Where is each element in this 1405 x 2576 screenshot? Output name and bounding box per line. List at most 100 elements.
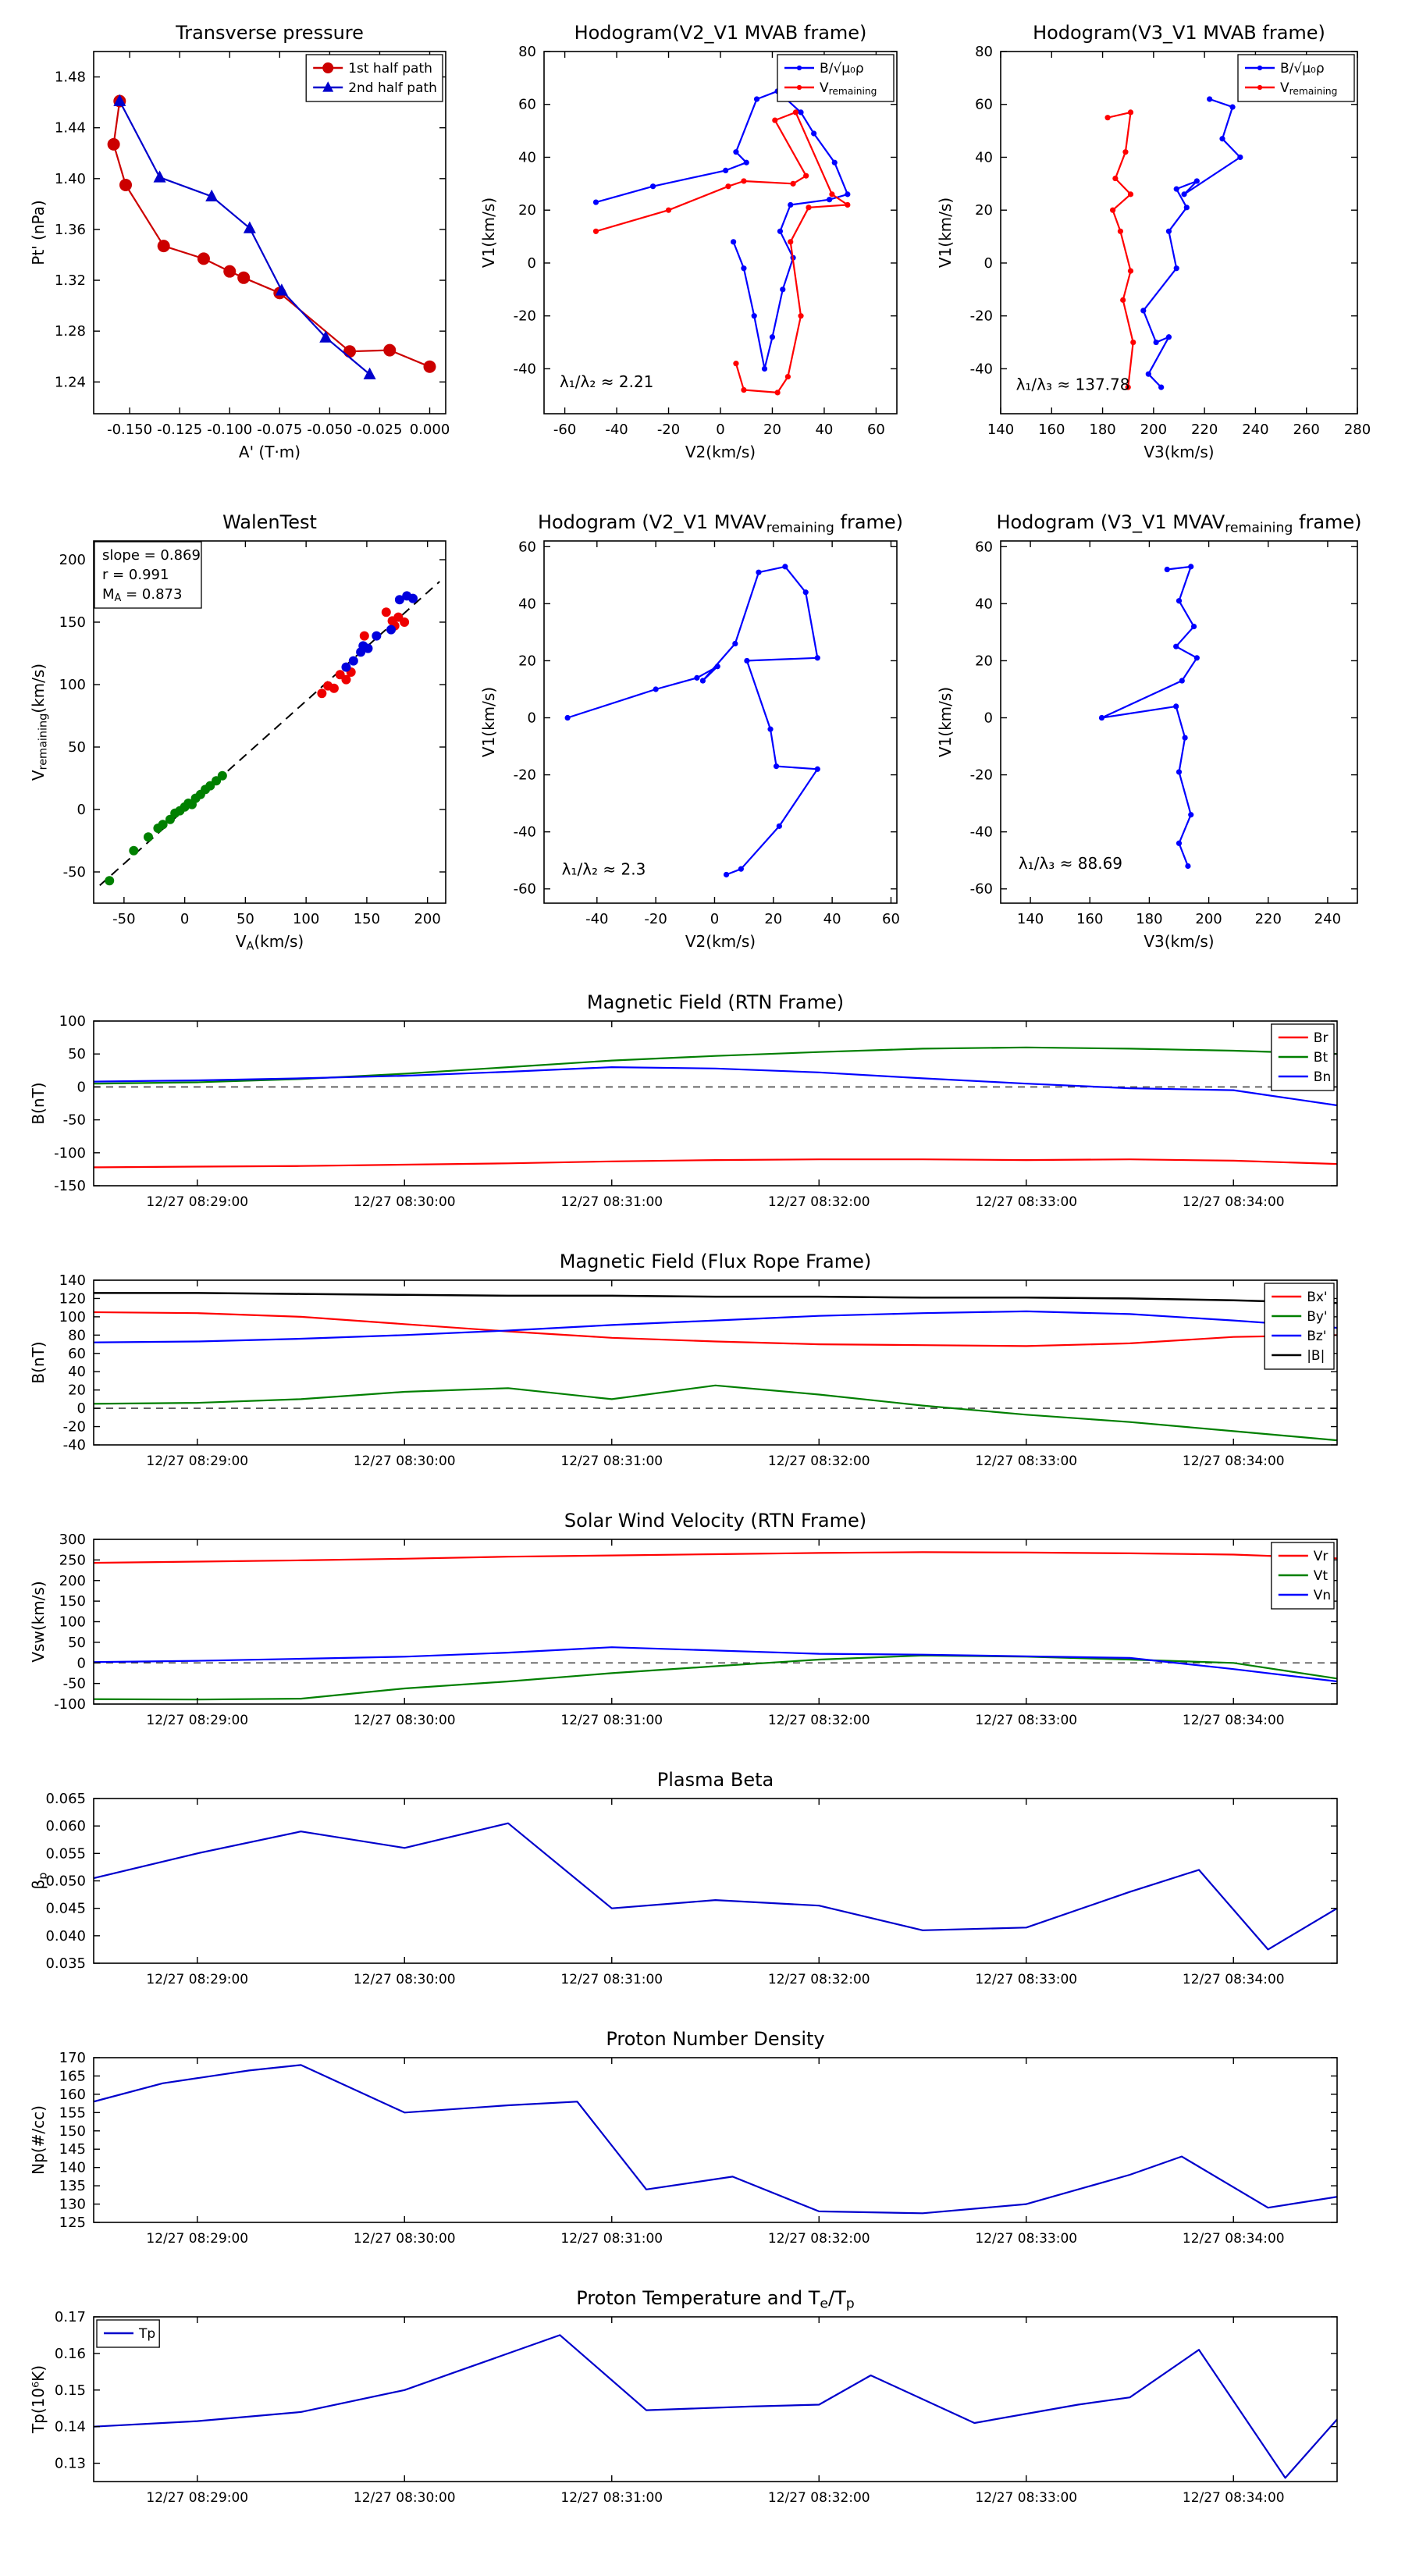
svg-text:-150: -150 <box>54 1178 86 1194</box>
svg-text:260: 260 <box>1293 422 1320 438</box>
svg-text:Hodogram (V2_V1 MVAVremaining: Hodogram (V2_V1 MVAVremaining frame) <box>538 511 903 535</box>
svg-text:20: 20 <box>518 202 536 219</box>
svg-text:12/27 08:34:00: 12/27 08:34:00 <box>1183 2231 1285 2247</box>
svg-text:V1(km/s): V1(km/s) <box>936 197 955 268</box>
transverse-pressure-svg: -0.150 -0.125 -0.100 -0.075 -0.050 -0.025 0.00… <box>29 22 450 461</box>
svg-text:12/27 08:30:00: 12/27 08:30:00 <box>354 2490 456 2506</box>
hodogram-v3v1-mvav-svg: 140 160 180 200 220 240 -60 -40 -20 0 20 40 60Hodogr… <box>936 511 1362 951</box>
svg-text:-20: -20 <box>63 1419 86 1436</box>
svg-text:Bt: Bt <box>1314 1050 1329 1066</box>
svg-text:1st half path: 1st half path <box>348 61 432 76</box>
svg-text:50: 50 <box>237 911 254 927</box>
svg-text:2nd half path: 2nd half path <box>348 80 437 96</box>
svg-text:12/27 08:29:00: 12/27 08:29:00 <box>146 1453 248 1469</box>
svg-text:12/27 08:29:00: 12/27 08:29:00 <box>146 2490 248 2506</box>
svg-text:200: 200 <box>414 911 440 927</box>
plasma-beta-svg: 12/27 08:29:00 12/27 08:30:00 12/27 08:31:… <box>29 1769 1338 1987</box>
svg-text:140: 140 <box>987 422 1014 438</box>
svg-text:1.36: 1.36 <box>55 222 86 238</box>
svg-text:0.13: 0.13 <box>55 2456 86 2472</box>
svg-text:40: 40 <box>823 911 841 927</box>
svg-text:12/27 08:29:00: 12/27 08:29:00 <box>146 1972 248 1987</box>
svg-text:-20: -20 <box>970 767 993 784</box>
svg-text:150: 150 <box>59 2123 86 2140</box>
svg-text:-60: -60 <box>553 422 576 438</box>
svg-text:B(nT): B(nT) <box>29 1341 48 1383</box>
svg-text:0.000: 0.000 <box>410 422 450 438</box>
svg-text:120: 120 <box>59 1290 86 1307</box>
svg-text:20: 20 <box>68 1382 86 1399</box>
svg-text:135: 135 <box>59 2178 86 2194</box>
svg-text:-20: -20 <box>970 308 993 325</box>
svg-text:By': By' <box>1307 1309 1327 1325</box>
chart-hodogram-v3v1-mvab: 140 160 180 200 220 240 260 280 -40 -20 0 20 40 60 80 H… <box>929 14 1371 475</box>
svg-text:-50: -50 <box>63 1676 86 1692</box>
svg-text:100: 100 <box>59 1309 86 1325</box>
svg-text:V3(km/s): V3(km/s) <box>1144 932 1214 951</box>
mag-fluxrope-svg: 12/27 08:29:00 12/27 08:30:00 12/27 08:31:… <box>29 1251 1338 1469</box>
svg-text:12/27 08:30:00: 12/27 08:30:00 <box>354 1972 456 1987</box>
svg-text:-0.100: -0.100 <box>207 422 252 438</box>
svg-text:50: 50 <box>68 1046 86 1062</box>
svg-text:80: 80 <box>518 44 536 60</box>
svg-text:Vsw(km/s): Vsw(km/s) <box>29 1581 48 1662</box>
svg-text:0: 0 <box>528 255 536 272</box>
svg-text:12/27 08:34:00: 12/27 08:34:00 <box>1183 1194 1285 1210</box>
svg-text:0: 0 <box>77 1400 86 1417</box>
svg-text:250: 250 <box>59 1552 86 1568</box>
chart-magnetic-field-rtn: 12/27 08:29:00 12/27 08:30:00 12/27 08:31:… <box>16 985 1393 1231</box>
svg-text:Vt: Vt <box>1314 1568 1329 1584</box>
svg-text:Bx': Bx' <box>1307 1290 1327 1305</box>
svg-text:0.14: 0.14 <box>55 2419 86 2435</box>
svg-text:12/27 08:32:00: 12/27 08:32:00 <box>768 1972 870 1987</box>
svg-text:Hodogram (V3_V1 MVAVremaining: Hodogram (V3_V1 MVAVremaining frame) <box>996 511 1361 535</box>
svg-text:-0.075: -0.075 <box>257 422 302 438</box>
svg-text:12/27 08:30:00: 12/27 08:30:00 <box>354 2231 456 2247</box>
svg-text:40: 40 <box>975 149 993 165</box>
svg-text:-0.025: -0.025 <box>357 422 402 438</box>
svg-text:Vn: Vn <box>1314 1588 1331 1603</box>
svg-text:160: 160 <box>59 2087 86 2103</box>
svg-text:12/27 08:31:00: 12/27 08:31:00 <box>560 1972 663 1987</box>
svg-text:60: 60 <box>867 422 885 438</box>
svg-text:Bn: Bn <box>1314 1069 1331 1085</box>
svg-text:0: 0 <box>77 802 86 818</box>
svg-text:155: 155 <box>59 2105 86 2121</box>
svg-text:40: 40 <box>815 422 833 438</box>
svg-text:slope = 0.869: slope = 0.869 <box>102 547 201 564</box>
svg-text:200: 200 <box>59 552 86 568</box>
svg-text:240: 240 <box>1314 911 1341 927</box>
svg-text:12/27 08:29:00: 12/27 08:29:00 <box>146 1713 248 1728</box>
chart-magnetic-field-fluxrope: 12/27 08:29:00 12/27 08:30:00 12/27 08:31:… <box>16 1244 1393 1490</box>
svg-text:-40: -40 <box>585 911 608 927</box>
svg-text:-0.150: -0.150 <box>107 422 152 438</box>
svg-text:12/27 08:34:00: 12/27 08:34:00 <box>1183 1713 1285 1728</box>
svg-text:140: 140 <box>59 2160 86 2176</box>
proton-density-svg: 12/27 08:29:00 12/27 08:30:00 12/27 08:31:… <box>29 2028 1338 2247</box>
svg-text:12/27 08:34:00: 12/27 08:34:00 <box>1183 2490 1285 2506</box>
svg-text:12/27 08:33:00: 12/27 08:33:00 <box>975 1972 1077 1987</box>
svg-text:Plasma Beta: Plasma Beta <box>657 1769 774 1791</box>
svg-text:B/√μ₀ρ: B/√μ₀ρ <box>1280 61 1325 76</box>
svg-text:-100: -100 <box>54 1145 86 1162</box>
svg-text:Magnetic Field (Flux Rope Fram: Magnetic Field (Flux Rope Frame) <box>560 1251 871 1272</box>
svg-text:60: 60 <box>518 539 536 555</box>
svg-text:1.28: 1.28 <box>55 323 86 340</box>
svg-text:0: 0 <box>77 1655 86 1671</box>
svg-text:Np(#/cc): Np(#/cc) <box>29 2105 48 2175</box>
svg-text:0: 0 <box>984 710 993 727</box>
svg-text:180: 180 <box>1136 911 1162 927</box>
svg-text:300: 300 <box>59 1532 86 1548</box>
svg-text:-20: -20 <box>514 308 536 325</box>
svg-text:V2(km/s): V2(km/s) <box>685 932 756 951</box>
svg-text:r = 0.991: r = 0.991 <box>102 567 169 583</box>
svg-text:12/27 08:33:00: 12/27 08:33:00 <box>975 2231 1077 2247</box>
svg-text:V1(km/s): V1(km/s) <box>479 687 498 757</box>
svg-text:Magnetic Field (RTN Frame): Magnetic Field (RTN Frame) <box>587 991 844 1013</box>
svg-text:140: 140 <box>59 1272 86 1289</box>
svg-text:-20: -20 <box>644 911 667 927</box>
svg-text:20: 20 <box>518 653 536 669</box>
svg-text:12/27 08:31:00: 12/27 08:31:00 <box>560 1194 663 1210</box>
chart-hodogram-v3v1-mvav: 140 160 180 200 220 240 -60 -40 -20 0 20 40 60 Hodogr… <box>929 503 1370 964</box>
